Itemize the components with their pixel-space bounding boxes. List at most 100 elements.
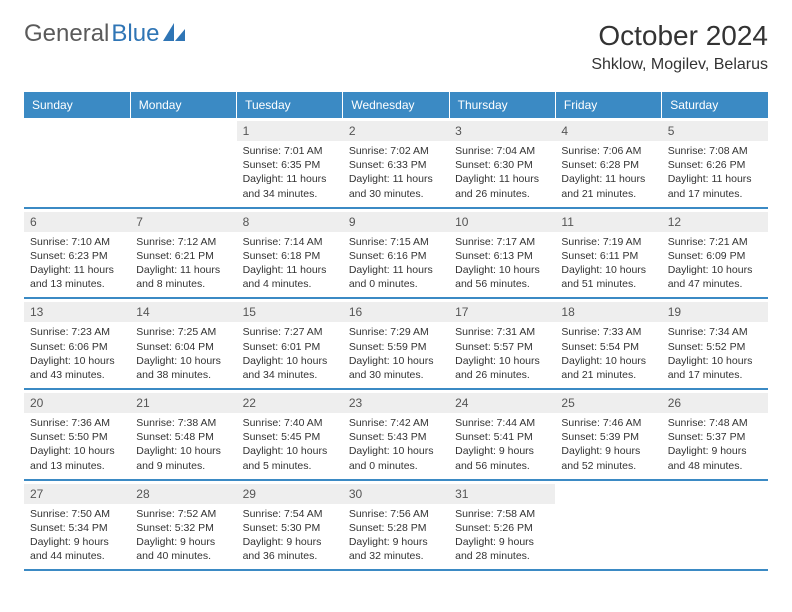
day-number: 30 <box>343 484 449 504</box>
daylight-text: Daylight: 9 hours <box>30 535 124 549</box>
day-number: 6 <box>24 212 130 232</box>
sunset-text: Sunset: 5:39 PM <box>561 430 655 444</box>
sunrise-text: Sunrise: 7:40 AM <box>243 416 337 430</box>
calendar-day-cell: 19Sunrise: 7:34 AMSunset: 5:52 PMDayligh… <box>662 298 768 389</box>
weekday-header: Friday <box>555 92 661 118</box>
calendar-day-cell: 5Sunrise: 7:08 AMSunset: 6:26 PMDaylight… <box>662 118 768 208</box>
day-number: 31 <box>449 484 555 504</box>
sunset-text: Sunset: 5:34 PM <box>30 521 124 535</box>
daylight-text: and 56 minutes. <box>455 459 549 473</box>
sunset-text: Sunset: 5:43 PM <box>349 430 443 444</box>
weekday-header: Tuesday <box>237 92 343 118</box>
daylight-text: Daylight: 9 hours <box>561 444 655 458</box>
day-number: 1 <box>237 121 343 141</box>
sunset-text: Sunset: 6:33 PM <box>349 158 443 172</box>
daylight-text: Daylight: 10 hours <box>136 444 230 458</box>
daylight-text: Daylight: 10 hours <box>561 263 655 277</box>
sunrise-text: Sunrise: 7:36 AM <box>30 416 124 430</box>
calendar-day-cell: 9Sunrise: 7:15 AMSunset: 6:16 PMDaylight… <box>343 208 449 299</box>
sunset-text: Sunset: 5:59 PM <box>349 340 443 354</box>
sunrise-text: Sunrise: 7:54 AM <box>243 507 337 521</box>
daylight-text: and 34 minutes. <box>243 187 337 201</box>
daylight-text: and 56 minutes. <box>455 277 549 291</box>
daylight-text: and 44 minutes. <box>30 549 124 563</box>
daylight-text: and 9 minutes. <box>136 459 230 473</box>
calendar-day-cell: 3Sunrise: 7:04 AMSunset: 6:30 PMDaylight… <box>449 118 555 208</box>
sunset-text: Sunset: 5:32 PM <box>136 521 230 535</box>
calendar-day-cell: 2Sunrise: 7:02 AMSunset: 6:33 PMDaylight… <box>343 118 449 208</box>
calendar-day-cell: 26Sunrise: 7:48 AMSunset: 5:37 PMDayligh… <box>662 389 768 480</box>
day-number: 29 <box>237 484 343 504</box>
daylight-text: Daylight: 9 hours <box>455 444 549 458</box>
daylight-text: Daylight: 10 hours <box>668 354 762 368</box>
sunrise-text: Sunrise: 7:33 AM <box>561 325 655 339</box>
calendar-day-cell: 24Sunrise: 7:44 AMSunset: 5:41 PMDayligh… <box>449 389 555 480</box>
sunset-text: Sunset: 6:01 PM <box>243 340 337 354</box>
sunset-text: Sunset: 5:30 PM <box>243 521 337 535</box>
calendar-day-cell: 11Sunrise: 7:19 AMSunset: 6:11 PMDayligh… <box>555 208 661 299</box>
calendar-day-cell: 27Sunrise: 7:50 AMSunset: 5:34 PMDayligh… <box>24 480 130 571</box>
sunrise-text: Sunrise: 7:12 AM <box>136 235 230 249</box>
sunrise-text: Sunrise: 7:10 AM <box>30 235 124 249</box>
calendar-day-cell: 6Sunrise: 7:10 AMSunset: 6:23 PMDaylight… <box>24 208 130 299</box>
daylight-text: Daylight: 11 hours <box>561 172 655 186</box>
calendar-day-cell: 16Sunrise: 7:29 AMSunset: 5:59 PMDayligh… <box>343 298 449 389</box>
daylight-text: Daylight: 11 hours <box>30 263 124 277</box>
brand-logo: GeneralBlue <box>24 20 185 48</box>
weekday-header: Wednesday <box>343 92 449 118</box>
calendar-day-cell: 25Sunrise: 7:46 AMSunset: 5:39 PMDayligh… <box>555 389 661 480</box>
daylight-text: and 34 minutes. <box>243 368 337 382</box>
calendar-empty-cell <box>555 480 661 571</box>
daylight-text: Daylight: 10 hours <box>243 354 337 368</box>
sunrise-text: Sunrise: 7:42 AM <box>349 416 443 430</box>
day-number: 24 <box>449 393 555 413</box>
weekday-header: Monday <box>130 92 236 118</box>
calendar-empty-cell <box>130 118 236 208</box>
sunrise-text: Sunrise: 7:58 AM <box>455 507 549 521</box>
sunrise-text: Sunrise: 7:27 AM <box>243 325 337 339</box>
calendar-day-cell: 1Sunrise: 7:01 AMSunset: 6:35 PMDaylight… <box>237 118 343 208</box>
sunrise-text: Sunrise: 7:25 AM <box>136 325 230 339</box>
day-number: 25 <box>555 393 661 413</box>
calendar-day-cell: 14Sunrise: 7:25 AMSunset: 6:04 PMDayligh… <box>130 298 236 389</box>
daylight-text: Daylight: 10 hours <box>561 354 655 368</box>
daylight-text: and 30 minutes. <box>349 187 443 201</box>
day-number: 9 <box>343 212 449 232</box>
sunset-text: Sunset: 5:26 PM <box>455 521 549 535</box>
day-number: 23 <box>343 393 449 413</box>
sunset-text: Sunset: 5:37 PM <box>668 430 762 444</box>
sunset-text: Sunset: 6:04 PM <box>136 340 230 354</box>
daylight-text: Daylight: 9 hours <box>136 535 230 549</box>
daylight-text: and 43 minutes. <box>30 368 124 382</box>
daylight-text: Daylight: 9 hours <box>349 535 443 549</box>
calendar-day-cell: 30Sunrise: 7:56 AMSunset: 5:28 PMDayligh… <box>343 480 449 571</box>
day-number: 18 <box>555 302 661 322</box>
sunset-text: Sunset: 6:18 PM <box>243 249 337 263</box>
weekday-header: Saturday <box>662 92 768 118</box>
day-number: 12 <box>662 212 768 232</box>
sunrise-text: Sunrise: 7:31 AM <box>455 325 549 339</box>
daylight-text: Daylight: 11 hours <box>243 172 337 186</box>
daylight-text: and 21 minutes. <box>561 187 655 201</box>
daylight-text: Daylight: 11 hours <box>455 172 549 186</box>
calendar-day-cell: 17Sunrise: 7:31 AMSunset: 5:57 PMDayligh… <box>449 298 555 389</box>
day-number: 11 <box>555 212 661 232</box>
daylight-text: and 47 minutes. <box>668 277 762 291</box>
day-number: 20 <box>24 393 130 413</box>
calendar-day-cell: 31Sunrise: 7:58 AMSunset: 5:26 PMDayligh… <box>449 480 555 571</box>
daylight-text: and 0 minutes. <box>349 277 443 291</box>
day-number: 5 <box>662 121 768 141</box>
calendar-day-cell: 7Sunrise: 7:12 AMSunset: 6:21 PMDaylight… <box>130 208 236 299</box>
sunset-text: Sunset: 6:26 PM <box>668 158 762 172</box>
calendar-day-cell: 23Sunrise: 7:42 AMSunset: 5:43 PMDayligh… <box>343 389 449 480</box>
calendar-empty-cell <box>662 480 768 571</box>
daylight-text: and 17 minutes. <box>668 368 762 382</box>
daylight-text: and 38 minutes. <box>136 368 230 382</box>
calendar-day-cell: 28Sunrise: 7:52 AMSunset: 5:32 PMDayligh… <box>130 480 236 571</box>
daylight-text: Daylight: 11 hours <box>349 172 443 186</box>
page-header: GeneralBlue October 2024 Shklow, Mogilev… <box>24 20 768 74</box>
calendar-day-cell: 22Sunrise: 7:40 AMSunset: 5:45 PMDayligh… <box>237 389 343 480</box>
sunrise-text: Sunrise: 7:23 AM <box>30 325 124 339</box>
daylight-text: and 32 minutes. <box>349 549 443 563</box>
sunset-text: Sunset: 5:57 PM <box>455 340 549 354</box>
